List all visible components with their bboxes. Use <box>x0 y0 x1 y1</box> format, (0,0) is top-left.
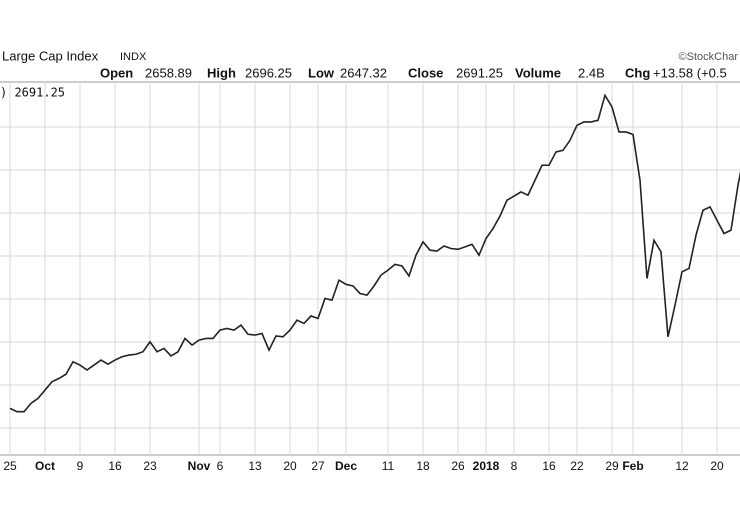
quote-value: 2.4B <box>578 65 605 80</box>
x-tick-label: 9 <box>77 459 84 473</box>
quote-bar: Open 2658.89 High 2696.25 Low 2647.32 Close 269… <box>100 65 727 80</box>
chart-title: Large Cap Index <box>2 48 99 63</box>
quote-label: Volume <box>515 65 561 80</box>
x-tick-label: Feb <box>622 459 643 473</box>
x-tick-label: 16 <box>542 459 556 473</box>
quote-value: 2647.32 <box>340 65 387 80</box>
quote-value: 2658.89 <box>145 65 192 80</box>
series-label: ) 2691.25 <box>0 86 65 100</box>
x-tick-label: 8 <box>511 459 518 473</box>
horizontal-grid <box>0 126 740 429</box>
x-tick-label: 23 <box>143 459 157 473</box>
quote-value: 2696.25 <box>245 65 292 80</box>
x-tick-label: Oct <box>35 459 55 473</box>
x-tick-label: 27 <box>311 459 325 473</box>
quote-label: Open <box>100 65 133 80</box>
x-tick-label: 25 <box>3 459 17 473</box>
quote-value: +13.58 (+0.5 <box>653 65 727 80</box>
x-tick-label: 16 <box>108 459 122 473</box>
quote-label: Low <box>308 65 335 80</box>
x-tick-label: 29 <box>605 459 619 473</box>
x-tick-label: 12 <box>675 459 689 473</box>
x-tick-label: 11 <box>382 459 395 473</box>
x-tick-label: 2018 <box>473 459 500 473</box>
symbol: INDX <box>120 51 147 63</box>
x-tick-label: 26 <box>451 459 465 473</box>
x-tick-label: 13 <box>248 459 262 473</box>
quote-label: Close <box>408 65 443 80</box>
quote-value: 2691.25 <box>456 65 503 80</box>
x-tick-label: Dec <box>335 459 357 473</box>
price-line <box>9 93 740 413</box>
quote-label: High <box>207 65 236 80</box>
x-tick-label: 6 <box>217 459 224 473</box>
x-tick-label: 20 <box>283 459 297 473</box>
x-tick-label: Nov <box>188 459 211 473</box>
x-tick-label: 20 <box>710 459 724 473</box>
source: ©StockChar <box>679 51 739 63</box>
x-tick-label: 18 <box>416 459 430 473</box>
x-tick-label: 22 <box>570 459 584 473</box>
quote-label: Chg <box>625 65 650 80</box>
